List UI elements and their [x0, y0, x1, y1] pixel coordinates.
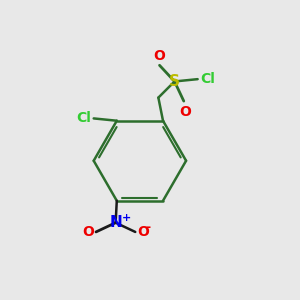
Text: +: +: [122, 213, 131, 223]
Text: S: S: [169, 74, 180, 89]
Text: O: O: [179, 105, 191, 118]
Text: Cl: Cl: [200, 72, 215, 86]
Text: O: O: [154, 49, 166, 63]
Text: N: N: [109, 215, 122, 230]
Text: Cl: Cl: [76, 111, 92, 125]
Text: O: O: [138, 225, 149, 239]
Text: -: -: [145, 221, 150, 234]
Text: O: O: [82, 225, 94, 239]
